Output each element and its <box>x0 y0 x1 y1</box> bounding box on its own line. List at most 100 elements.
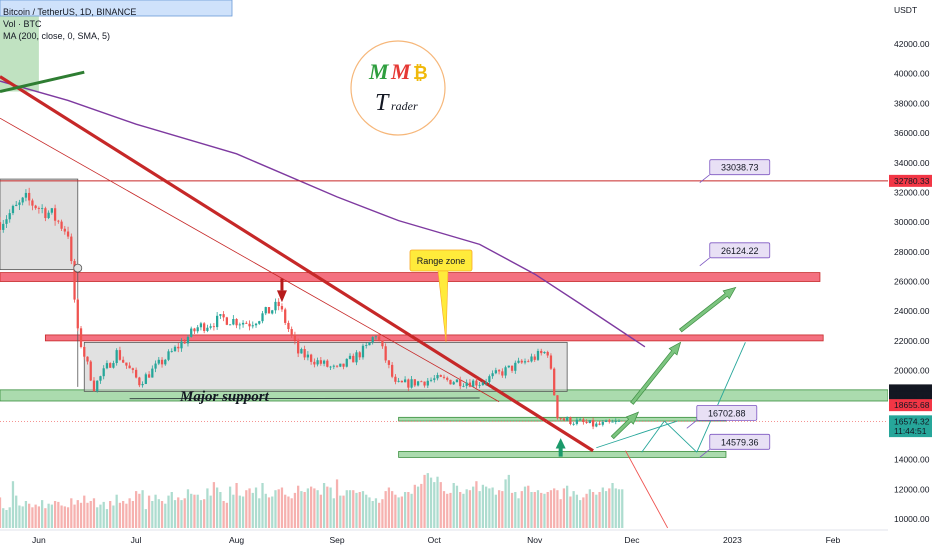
volume-bar <box>604 491 608 528</box>
price-tick-label[interactable]: 20000.00 <box>894 366 930 376</box>
time-tick-label[interactable]: Jul <box>131 535 142 545</box>
price-tag-text[interactable]: 11:44:51 <box>894 426 927 436</box>
price-tick-label[interactable]: 22000.00 <box>894 336 930 346</box>
time-tick-label[interactable]: Sep <box>329 535 344 545</box>
price-axis[interactable]: USDT10000.0012000.0014000.0016000.001800… <box>888 0 932 550</box>
candle-body <box>193 328 196 332</box>
price-tag-text[interactable]: 18664.43 <box>894 385 930 395</box>
candle-body <box>31 200 34 206</box>
candle-body <box>309 354 313 362</box>
volume-bar <box>407 492 410 528</box>
volume-bar <box>180 500 183 528</box>
volume-bar <box>83 495 86 528</box>
candle-body <box>617 420 621 422</box>
volume-bar <box>287 496 290 528</box>
price-tick-label[interactable]: 12000.00 <box>894 484 930 494</box>
major-support-label: Major support <box>179 389 270 405</box>
volume-indicator-label[interactable]: Vol · BTC <box>3 19 42 29</box>
price-tick-label[interactable]: 28000.00 <box>894 247 930 257</box>
volume-bar <box>472 486 475 528</box>
candle-body <box>504 367 507 376</box>
logo-word-rader: rader <box>391 99 418 113</box>
price-tick-label[interactable]: 42000.00 <box>894 39 930 49</box>
time-axis[interactable]: Jun Jul Aug Sep Oct Nov Dec 2023 Feb <box>0 529 932 550</box>
candle-body <box>212 326 216 328</box>
volume-bar <box>530 492 533 528</box>
candle-body <box>50 208 53 213</box>
time-tick-label[interactable]: Dec <box>624 535 640 545</box>
ma-indicator-label[interactable]: MA (200, close, 0, SMA, 5) <box>3 31 110 41</box>
candle-body <box>76 299 79 329</box>
volume-bar <box>617 489 621 528</box>
price-tick-label[interactable]: 24000.00 <box>894 306 930 316</box>
volume-bar <box>523 486 527 528</box>
price-tick-label[interactable]: 38000.00 <box>894 98 930 108</box>
price-tag-text[interactable]: 18656.45 <box>894 393 930 403</box>
price-tick-label[interactable]: 32000.00 <box>894 187 930 197</box>
candle-body <box>536 350 540 360</box>
volume-bar <box>63 506 66 528</box>
volume-bar <box>358 492 361 528</box>
candle-body <box>371 337 374 343</box>
price-tick-label[interactable]: 26000.00 <box>894 277 930 287</box>
candle-body <box>274 301 277 311</box>
volume-bar <box>11 481 15 528</box>
candle-body <box>549 355 553 369</box>
time-tick-label[interactable]: Jun <box>32 535 46 545</box>
time-tick-label[interactable]: Feb <box>826 535 841 545</box>
price-tick-label[interactable]: 40000.00 <box>894 69 930 79</box>
price-tick-label[interactable]: 36000.00 <box>894 128 930 138</box>
time-tick-label[interactable]: Aug <box>229 535 244 545</box>
candle-body <box>271 310 274 314</box>
candle-body <box>151 368 154 378</box>
volume-bar <box>225 502 228 528</box>
price-tag-text[interactable]: 18655.68 <box>894 400 930 410</box>
candle-body <box>183 341 186 344</box>
volume-bar <box>134 491 138 528</box>
price-tick-label[interactable]: 14000.00 <box>894 455 930 465</box>
candle-body <box>258 321 261 324</box>
price-tag-text[interactable]: 32780.33 <box>894 176 930 186</box>
candle-body <box>131 368 135 370</box>
volume-bar <box>18 505 21 528</box>
symbol-title[interactable]: Bitcoin / TetherUS, 1D, BINANCE <box>3 7 136 17</box>
volume-bar <box>60 505 63 528</box>
range-zone-pointer <box>437 270 449 343</box>
time-tick-label[interactable]: Nov <box>527 535 543 545</box>
volume-bar <box>0 497 2 528</box>
volume-bar <box>446 493 449 528</box>
candle-body <box>99 376 102 381</box>
logo-bitcoin-icon: ₿ <box>413 63 428 84</box>
price-tick-label[interactable]: 10000.00 <box>894 514 930 524</box>
candle-body <box>109 363 112 368</box>
candle-body <box>209 326 212 328</box>
candle-body <box>83 346 86 357</box>
candle-body <box>2 223 5 230</box>
volume-bar <box>585 493 588 528</box>
volume-bar <box>8 507 11 528</box>
price-tick-label[interactable]: 34000.00 <box>894 158 930 168</box>
time-tick-label[interactable]: Oct <box>428 535 442 545</box>
candle-body <box>553 368 556 396</box>
candle-body <box>300 349 303 354</box>
price-tag-text[interactable]: 16574.32 <box>894 416 930 426</box>
candle-body <box>44 208 47 219</box>
volume-bar <box>491 487 494 528</box>
projected-down-line <box>625 450 669 529</box>
candle-body <box>455 379 459 383</box>
volume-bars <box>0 473 624 528</box>
candle-body <box>18 202 21 205</box>
volume-bar <box>475 481 478 528</box>
candle-body <box>186 336 190 344</box>
candle-body <box>413 379 416 386</box>
candle-body <box>442 376 446 378</box>
volume-bar <box>559 499 562 528</box>
time-tick-label[interactable]: 2023 <box>723 535 742 545</box>
price-tick-label[interactable]: 30000.00 <box>894 217 930 227</box>
volume-bar <box>335 479 339 528</box>
volume-bar <box>219 492 222 528</box>
volume-bar <box>76 500 79 528</box>
volume-bar <box>173 500 177 528</box>
volume-bar <box>96 507 99 528</box>
